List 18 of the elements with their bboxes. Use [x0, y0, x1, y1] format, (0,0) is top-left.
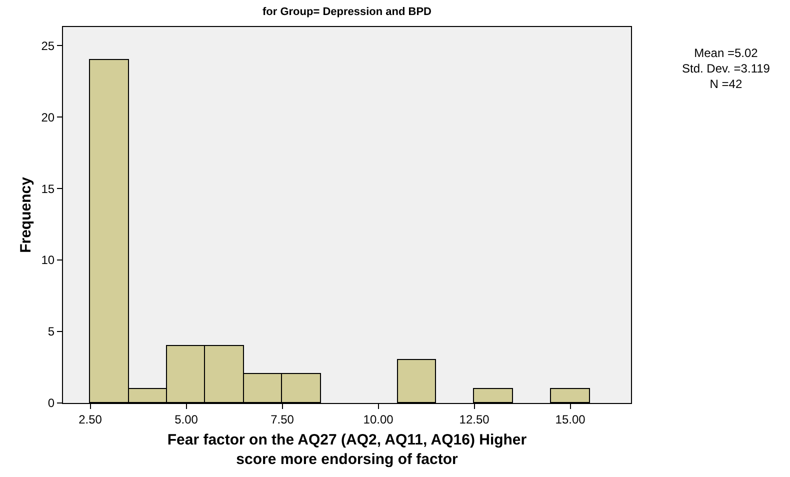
y-tick-label: 0 — [48, 396, 55, 410]
text: Mean =5.02 — [694, 46, 758, 60]
y-tick-label: 5 — [48, 324, 55, 339]
x-tick-label: 7.50 — [270, 412, 294, 426]
chart-title: for Group= Depression and BPD — [262, 6, 432, 18]
text: Std. Dev. =3.119 — [682, 62, 770, 76]
y-tick-label: 15 — [41, 182, 55, 196]
x-tick-label: 10.00 — [363, 412, 394, 426]
x-tick-label: 12.50 — [459, 412, 490, 426]
y-tick-label: 20 — [41, 110, 55, 124]
x-tick-label: 5.00 — [174, 412, 198, 426]
y-tick-label: 10 — [41, 253, 55, 268]
x-axis-title: Fear factor on the AQ27 (AQ2, AQ11, AQ16) Higher score more endorsing of factor — [167, 431, 527, 468]
x-tick-label: 15.00 — [555, 412, 586, 426]
y-tick-label: 25 — [41, 38, 55, 53]
text: N =42 — [710, 77, 742, 92]
y-axis-title: Frequency — [17, 176, 34, 253]
x-tick-label: 2.50 — [78, 412, 102, 426]
